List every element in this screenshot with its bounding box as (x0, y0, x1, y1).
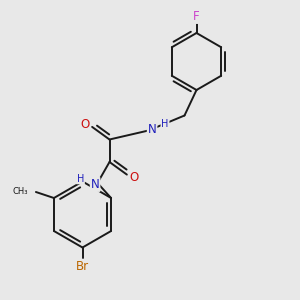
Text: Br: Br (76, 260, 89, 273)
Text: H: H (77, 173, 84, 184)
Text: O: O (129, 171, 138, 184)
Text: H: H (161, 119, 169, 129)
Text: N: N (148, 123, 157, 136)
Text: CH₃: CH₃ (13, 187, 28, 196)
Text: O: O (81, 118, 90, 131)
Text: F: F (193, 10, 200, 23)
Text: N: N (91, 178, 100, 191)
